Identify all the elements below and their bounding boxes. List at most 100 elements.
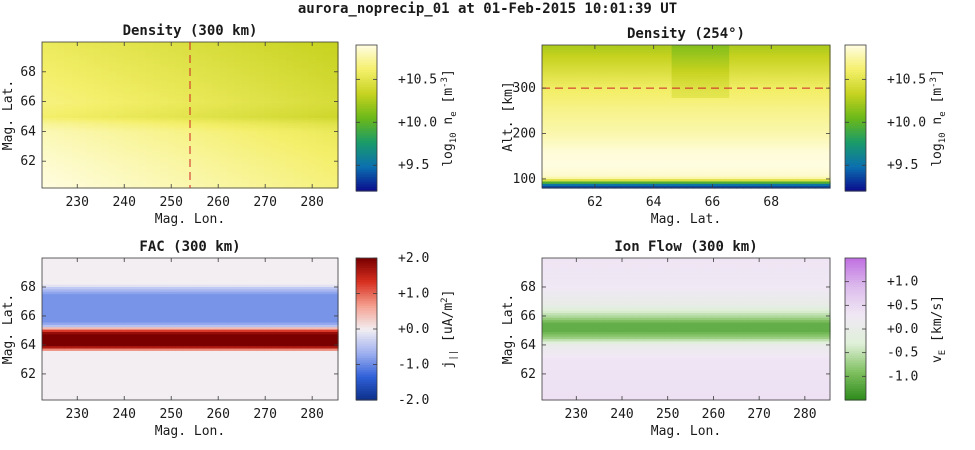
heatmap-cell xyxy=(256,139,265,143)
heatmap-cell xyxy=(264,63,272,67)
heatmap-cell xyxy=(182,178,191,182)
heatmap-cell xyxy=(714,149,723,153)
heatmap-cell xyxy=(42,185,50,189)
heatmap-cell xyxy=(234,59,243,63)
heatmap-cell xyxy=(49,141,58,145)
heatmap-cell xyxy=(293,115,302,119)
heatmap-cell xyxy=(786,166,795,170)
heatmap-cell xyxy=(197,161,206,165)
heatmap-cell xyxy=(642,173,651,177)
heatmap-cell xyxy=(101,63,110,67)
heatmap-cell xyxy=(234,129,243,133)
heatmap-cell xyxy=(108,66,117,70)
heatmap-cell xyxy=(293,139,302,143)
heatmap-cell xyxy=(794,147,802,151)
heatmap-cell xyxy=(116,124,124,128)
heatmap-cell xyxy=(664,171,673,175)
heatmap-cell xyxy=(86,51,95,55)
heatmap-cell xyxy=(145,66,154,70)
heatmap-cell xyxy=(204,156,213,160)
heatmap-cell xyxy=(123,124,132,128)
heatmap-cell xyxy=(286,151,295,155)
heatmap-cell xyxy=(64,170,73,174)
heatmap-cell xyxy=(278,146,287,150)
heatmap-cell xyxy=(323,90,332,94)
heatmap-cell xyxy=(182,44,191,48)
heatmap-cell xyxy=(330,175,339,179)
heatmap-cell xyxy=(182,97,191,101)
heatmap-cell xyxy=(130,136,139,140)
x-tick-label: 240 xyxy=(112,195,135,210)
heatmap-cell xyxy=(241,129,250,133)
heatmap-cell xyxy=(278,161,287,165)
heatmap-cell xyxy=(116,158,124,162)
heatmap-cell xyxy=(204,127,213,131)
heatmap-cell xyxy=(707,135,716,139)
heatmap-cell xyxy=(642,140,651,144)
heatmap-cell xyxy=(197,129,206,133)
heatmap-cell xyxy=(197,170,206,174)
heatmap-cell xyxy=(123,163,132,167)
heatmap-cell xyxy=(145,102,154,106)
heatmap-cell xyxy=(750,164,759,168)
heatmap-cell xyxy=(204,63,213,67)
heatmap-cell xyxy=(729,185,737,189)
heatmap-cell xyxy=(249,129,258,133)
heatmap-cell xyxy=(606,142,615,146)
heatmap-cell xyxy=(330,168,339,172)
heatmap-cell xyxy=(64,132,73,136)
heatmap-cell xyxy=(182,127,191,131)
heatmap-cell xyxy=(42,66,50,70)
heatmap-cell xyxy=(197,183,206,187)
heatmap-cell xyxy=(175,158,184,162)
heatmap-cell xyxy=(64,51,73,55)
heatmap-cell xyxy=(219,59,228,63)
heatmap-cell xyxy=(301,170,309,174)
heatmap-cell xyxy=(204,185,213,189)
heatmap-cell xyxy=(563,180,572,184)
heatmap-cell xyxy=(175,54,184,58)
heatmap-cell xyxy=(714,173,723,177)
heatmap-cell xyxy=(219,42,228,46)
heatmap-cell xyxy=(271,105,280,109)
heatmap-cell xyxy=(241,110,250,114)
heatmap-cell xyxy=(779,168,788,172)
heatmap-cell xyxy=(772,168,781,172)
heatmap-cell xyxy=(578,45,586,48)
heatmap-cell xyxy=(772,157,781,160)
heatmap-cell xyxy=(264,156,272,160)
heatmap-cell xyxy=(241,61,250,65)
heatmap-cell xyxy=(301,132,309,136)
heatmap-cell xyxy=(241,100,250,104)
heatmap-cell xyxy=(293,90,302,94)
heatmap-cell xyxy=(707,145,716,149)
heatmap-cell xyxy=(278,183,287,187)
heatmap-cell xyxy=(64,56,73,60)
heatmap-cell xyxy=(549,147,557,151)
heatmap-cell xyxy=(190,183,198,187)
heatmap-cell xyxy=(278,178,287,182)
heatmap-cell xyxy=(153,61,161,65)
heatmap-cell xyxy=(657,171,665,175)
heatmap-cell xyxy=(614,130,622,134)
heatmap-cell xyxy=(212,71,221,75)
heatmap-cell xyxy=(138,95,147,99)
heatmap-cell xyxy=(635,142,644,146)
heatmap-cell xyxy=(678,157,687,160)
heatmap-cell xyxy=(549,154,557,158)
heatmap-cell xyxy=(808,157,817,160)
heatmap-cell xyxy=(56,61,65,65)
heatmap-cell xyxy=(657,176,665,180)
heatmap-cell xyxy=(123,112,132,116)
heatmap-cell xyxy=(599,45,608,48)
heatmap-cell xyxy=(606,176,615,180)
heatmap-cell xyxy=(56,90,65,94)
heatmap-cell xyxy=(153,56,161,60)
heatmap-cell xyxy=(190,185,198,189)
heatmap-cell xyxy=(621,185,629,189)
heatmap-cell xyxy=(642,159,651,163)
heatmap-cell xyxy=(116,90,124,94)
heatmap-cell xyxy=(227,149,235,153)
heatmap-cell xyxy=(542,45,550,48)
